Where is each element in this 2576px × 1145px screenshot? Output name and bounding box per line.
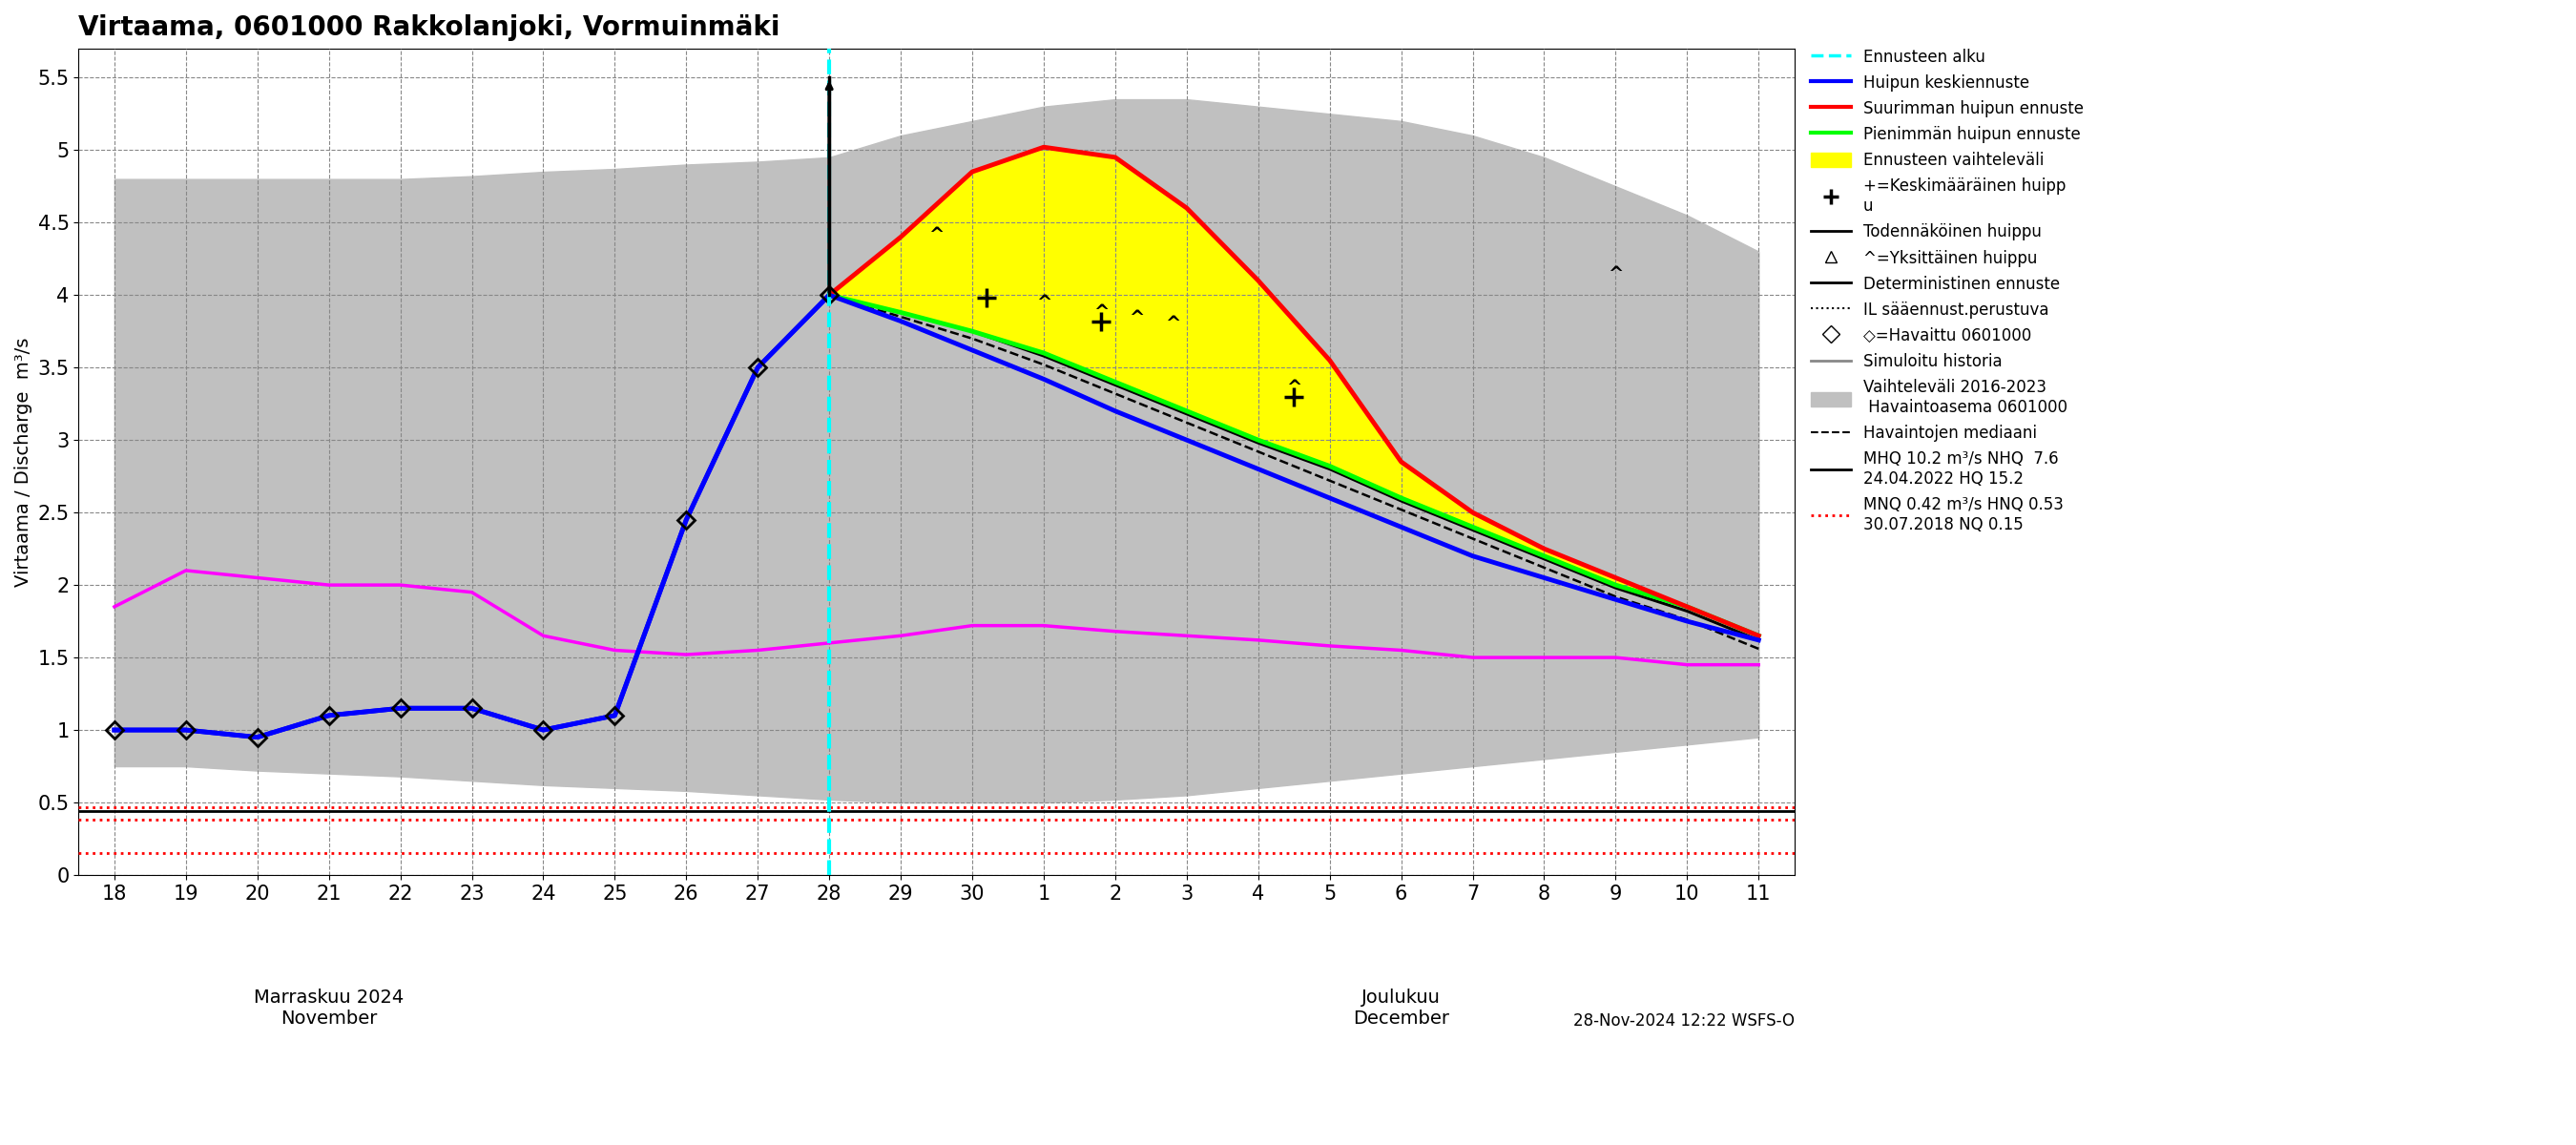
Text: Marraskuu 2024
November: Marraskuu 2024 November: [255, 988, 404, 1027]
Text: Joulukuu
December: Joulukuu December: [1352, 988, 1450, 1027]
Legend: Ennusteen alku, Huipun keskiennuste, Suurimman huipun ennuste, Pienimmän huipun : Ennusteen alku, Huipun keskiennuste, Suu…: [1811, 48, 2084, 534]
Text: 28-Nov-2024 12:22 WSFS-O: 28-Nov-2024 12:22 WSFS-O: [1574, 1012, 1795, 1029]
Text: ^: ^: [1092, 303, 1108, 321]
Text: ^: ^: [1164, 315, 1180, 333]
Text: ^: ^: [1128, 309, 1144, 327]
Text: Virtaama, 0601000 Rakkolanjoki, Vormuinmäki: Virtaama, 0601000 Rakkolanjoki, Vormuinm…: [80, 14, 781, 41]
Text: ^: ^: [1607, 266, 1623, 284]
Text: ^: ^: [930, 227, 945, 244]
Text: ^: ^: [1285, 378, 1301, 396]
Y-axis label: Virtaama / Discharge  m³/s: Virtaama / Discharge m³/s: [15, 337, 33, 586]
Text: ^: ^: [1036, 294, 1051, 313]
